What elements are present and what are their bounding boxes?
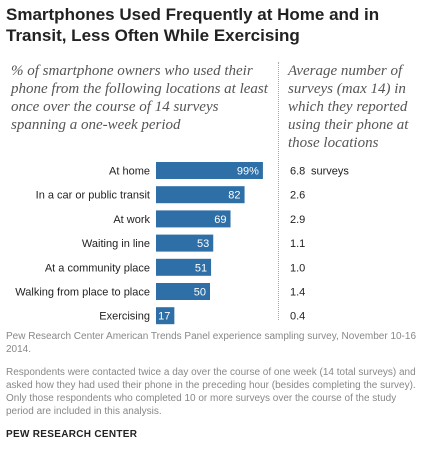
category-label: In a car or public transit — [36, 190, 150, 202]
source-note: Pew Research Center American Trends Pane… — [6, 331, 417, 355]
value-label: 50 — [194, 287, 206, 299]
bar — [156, 186, 245, 204]
brand-logo-text: PEW RESEARCH CENTER — [6, 429, 138, 440]
bar-chart: At home 99% 6.8 surveys In a car or public t… — [15, 162, 349, 325]
average-surveys-value: 6.8 — [290, 166, 305, 178]
left-column-subtitle: % of smartphone owners who used their ph… — [11, 63, 268, 133]
average-surveys-value: 2.6 — [290, 190, 305, 202]
average-unit-label: surveys — [311, 166, 349, 178]
category-label: At home — [109, 166, 150, 178]
value-label: 99% — [237, 166, 259, 178]
average-surveys-value: 2.9 — [290, 214, 305, 226]
average-surveys-value: 1.1 — [290, 238, 305, 250]
right-column-subtitle: Average number of surveys (max 14) in wh… — [288, 63, 409, 151]
value-label: 51 — [195, 262, 207, 274]
bar — [156, 210, 231, 228]
bar — [156, 258, 212, 276]
bar — [156, 283, 210, 300]
bar — [156, 234, 214, 252]
value-label: 17 — [158, 311, 170, 323]
category-label: Waiting in line — [82, 238, 150, 250]
column-divider — [278, 62, 279, 320]
average-surveys-value: 1.0 — [290, 262, 305, 274]
category-label: Walking from place to place — [15, 287, 150, 299]
methodology-note: Respondents were contacted twice a day o… — [6, 367, 416, 417]
value-label: 53 — [197, 238, 209, 250]
value-label: 82 — [228, 190, 240, 202]
bar — [156, 307, 175, 325]
category-label: At a community place — [45, 262, 150, 274]
bar — [156, 162, 263, 179]
category-label: Exercising — [99, 311, 150, 323]
category-label: At work — [113, 214, 150, 226]
value-label: 69 — [214, 214, 226, 226]
average-surveys-value: 0.4 — [290, 311, 305, 323]
average-surveys-value: 1.4 — [290, 287, 305, 299]
chart-title: Smartphones Used Frequently at Home and … — [6, 5, 380, 45]
